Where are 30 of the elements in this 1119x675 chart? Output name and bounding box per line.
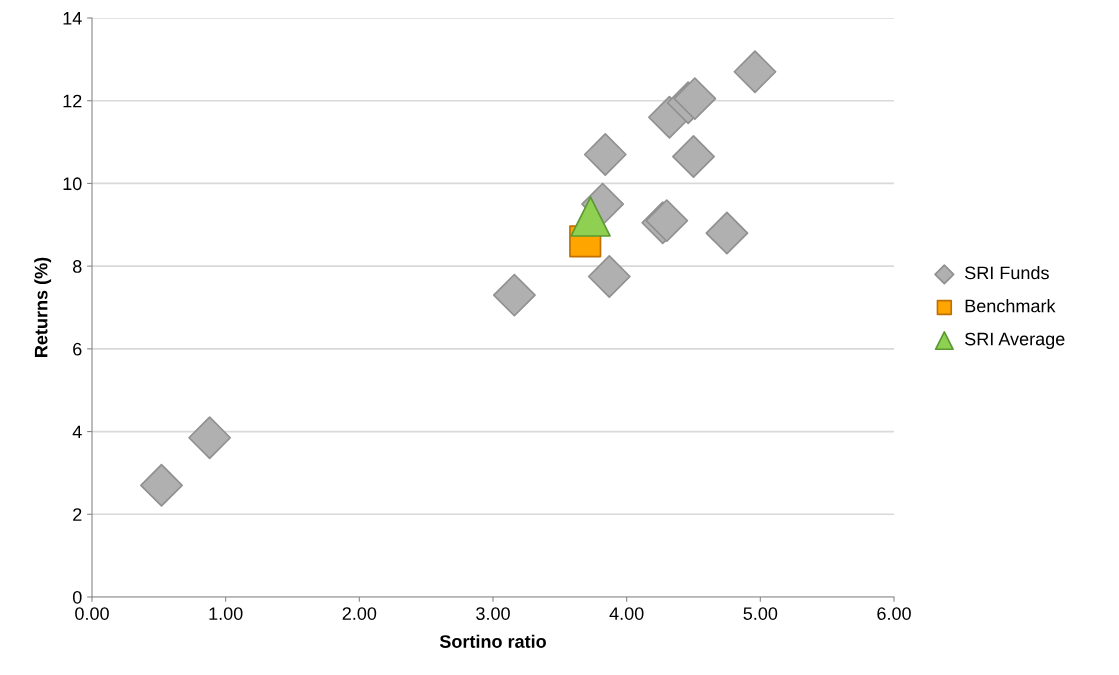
legend-label: Benchmark [965,299,1056,313]
point [140,463,183,507]
x-tick-label: 6.00 [877,607,911,620]
point [673,77,717,121]
point [705,211,749,255]
x-tick-label: 3.00 [476,607,510,620]
x-tick-label: 4.00 [609,607,644,620]
point [583,133,627,176]
x-tick-label: 0.00 [75,607,109,620]
y-tick-label: 8 [73,260,82,273]
point [672,135,715,179]
point [570,196,611,237]
legend-label: SRI Average [965,332,1065,349]
point [733,50,777,94]
point [492,273,536,317]
y-axis-title: Returns (%) [34,257,52,357]
x-axis-title: Sortino ratio [439,634,546,648]
point [188,416,232,460]
x-tick-label: 2.00 [342,607,377,620]
point [587,255,631,298]
x-tick-label: 1.00 [209,607,243,620]
y-tick-label: 0 [72,590,82,604]
legend-label: SRI Funds [965,266,1049,280]
y-tick-label: 6 [73,342,82,356]
y-tick-label: 10 [63,177,82,191]
y-tick-label: 12 [63,94,82,108]
y-tick-label: 4 [72,425,82,439]
x-tick-label: 5.00 [743,607,778,620]
y-tick-label: 14 [63,12,82,25]
y-tick-label: 2 [73,508,82,521]
